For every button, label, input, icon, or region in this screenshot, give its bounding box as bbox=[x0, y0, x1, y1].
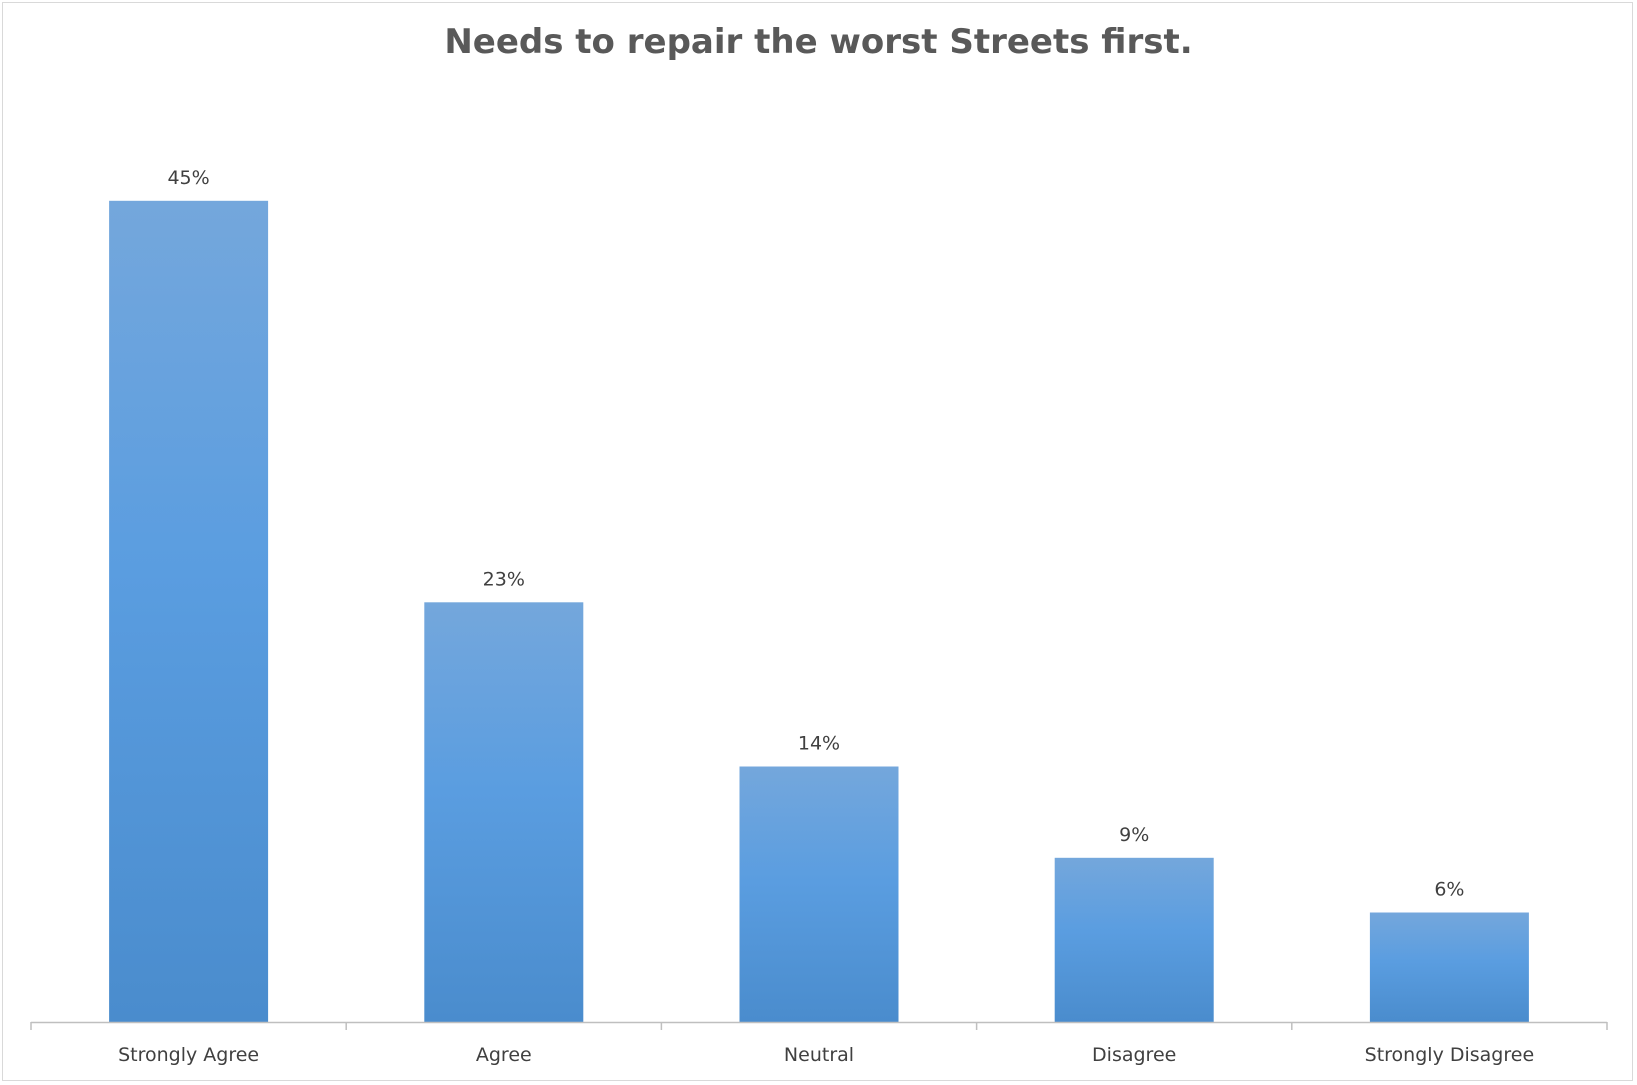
bars-group bbox=[109, 200, 1529, 1023]
bar-strongly-agree bbox=[109, 200, 269, 1023]
bar-agree bbox=[424, 602, 584, 1023]
x-tick-label: Neutral bbox=[784, 1044, 854, 1066]
x-tick-label: Strongly Agree bbox=[118, 1044, 259, 1066]
data-label: 45% bbox=[167, 167, 209, 189]
bar-disagree bbox=[1054, 857, 1214, 1023]
chart-title: Needs to repair the worst Streets first. bbox=[444, 22, 1193, 62]
data-label: 14% bbox=[798, 733, 840, 755]
x-tick-label: Strongly Disagree bbox=[1365, 1044, 1534, 1066]
bar-neutral bbox=[739, 766, 899, 1022]
data-labels-group: 45% 23% 14% 9% 6% bbox=[167, 167, 1464, 901]
data-label: 6% bbox=[1434, 879, 1464, 901]
x-tick-label: Disagree bbox=[1092, 1044, 1176, 1066]
data-label: 9% bbox=[1119, 824, 1149, 846]
x-tick-label: Agree bbox=[476, 1044, 532, 1066]
x-axis: Strongly Agree Agree Neutral Disagree Strong… bbox=[30, 1021, 1608, 1066]
data-label: 23% bbox=[483, 568, 525, 590]
bar-strongly-disagree bbox=[1369, 912, 1529, 1022]
